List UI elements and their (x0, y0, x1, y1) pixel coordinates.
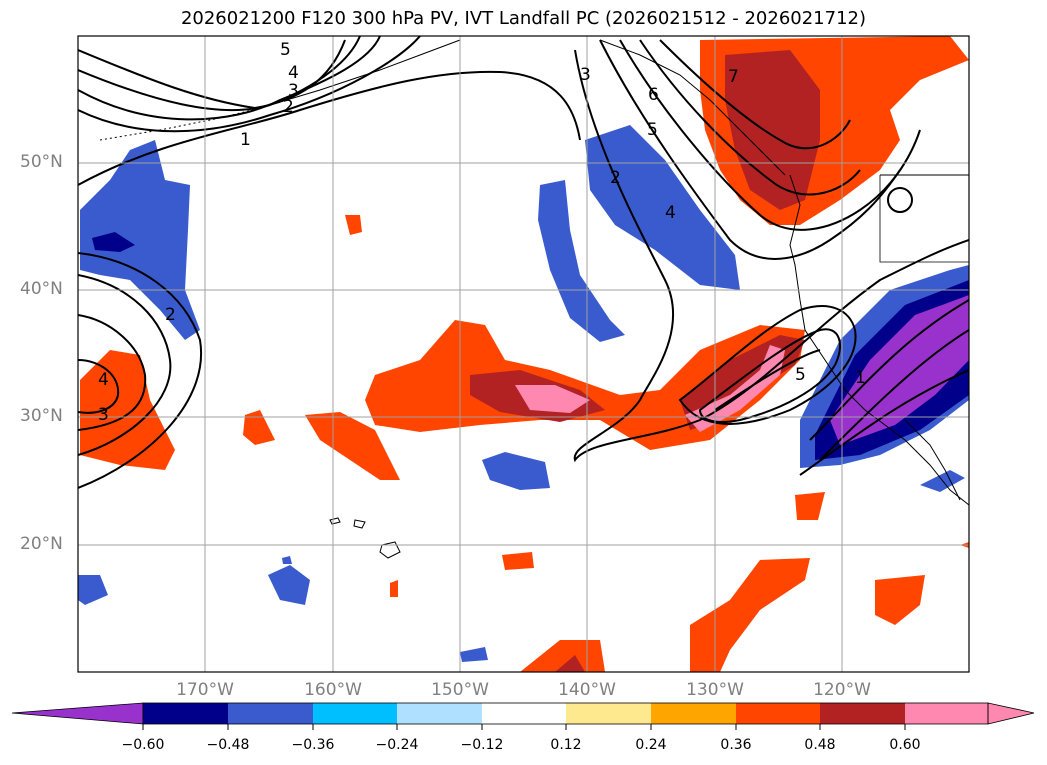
contour-label-group: 5 4 3 2 1 2 4 3 3 6 5 2 4 7 5 1 (98, 40, 866, 425)
lat-label: 30°N (20, 406, 63, 426)
negative-band-2 (538, 180, 625, 342)
contour-label: 1 (240, 130, 251, 150)
figure-title: 2026021200 F120 300 hPa PV, IVT Landfall… (180, 8, 867, 29)
colorbar-tick-label: 0.36 (720, 737, 752, 753)
colorbar-tick-label: 0.24 (635, 737, 667, 753)
positive-band-max-east (685, 345, 785, 432)
contour-label: 5 (280, 40, 291, 60)
contour-label: 2 (283, 97, 294, 117)
lat-label: 50°N (20, 152, 63, 172)
map-frame (77, 35, 970, 673)
colorbar-extend-low (11, 702, 144, 725)
contour-label: 4 (98, 370, 109, 390)
colorbar-tick-label: −0.24 (375, 737, 419, 753)
colorbar-tick-label: −0.48 (206, 737, 250, 753)
colorbar-tick-label: −0.12 (460, 737, 504, 753)
negative-east-min (830, 295, 969, 445)
positive-south-1 (305, 412, 400, 480)
contour-label: 7 (728, 67, 739, 87)
contour-label: 5 (647, 120, 658, 140)
lon-label: 170°W (176, 680, 234, 700)
contour-label: 3 (98, 405, 109, 425)
contour-label: 2 (610, 168, 621, 188)
lon-label: 120°W (813, 680, 871, 700)
pv-contours (78, 36, 969, 489)
colorbar-tick-label: 0.12 (550, 737, 582, 753)
negative-band-1 (585, 125, 740, 290)
lon-label: 150°W (431, 680, 489, 700)
lat-label: 20°N (20, 534, 63, 554)
contour-label: 3 (288, 81, 299, 101)
lon-label: 130°W (686, 680, 744, 700)
positive-core (725, 50, 820, 210)
contour-label: 6 (648, 85, 659, 105)
lat-label: 40°N (20, 279, 63, 299)
colorbar (11, 702, 1035, 730)
shaded-fields (78, 36, 969, 672)
contour-label: 3 (580, 65, 591, 85)
colorbar-tick-label: 0.48 (804, 737, 836, 753)
colorbar-tick-label: −0.60 (121, 737, 165, 753)
lon-label: 140°W (558, 680, 616, 700)
lon-label: 160°W (304, 680, 362, 700)
gridlines (78, 36, 969, 672)
colorbar-tick-label: −0.36 (291, 737, 335, 753)
positive-band-max (515, 385, 590, 413)
positive-west (80, 350, 175, 470)
colorbar-tick-label: 0.60 (889, 737, 921, 753)
contour-label: 2 (165, 305, 176, 325)
contour-label: 5 (795, 365, 806, 385)
colorbar-extend-high (987, 702, 1035, 725)
contour-label: 4 (665, 203, 676, 223)
contour-label: 4 (288, 63, 299, 83)
contour-label: 1 (855, 368, 866, 388)
